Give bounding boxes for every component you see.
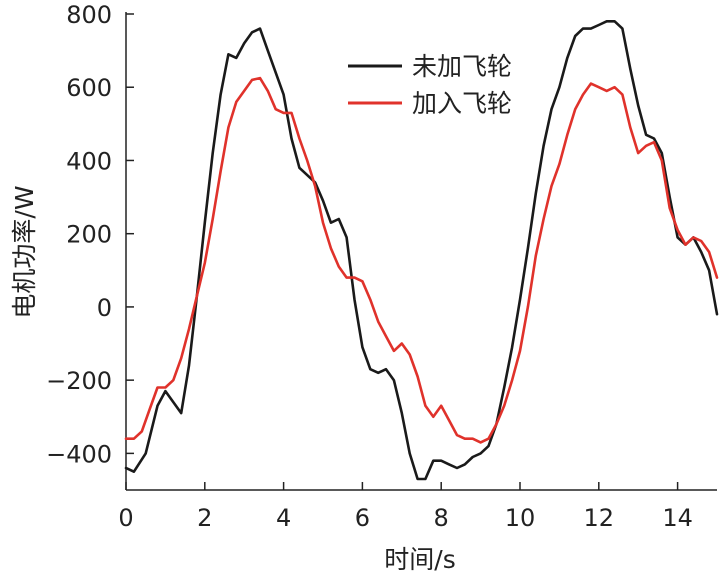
y-tick-label: 600 bbox=[66, 74, 112, 102]
y-tick-label: −400 bbox=[46, 440, 112, 468]
legend: 未加飞轮 加入飞轮 bbox=[348, 52, 512, 118]
y-axis-title: 电机功率/W bbox=[10, 185, 39, 318]
x-tick-label: 8 bbox=[434, 504, 449, 532]
series-line-with-flywheel bbox=[124, 76, 719, 444]
y-tick-label: −200 bbox=[46, 367, 112, 395]
legend-label-with-flywheel: 加入飞轮 bbox=[412, 89, 512, 118]
series-layer bbox=[124, 19, 719, 481]
y-tick-label: 800 bbox=[66, 1, 112, 29]
x-tick-label: 0 bbox=[118, 504, 133, 532]
x-tick-label: 4 bbox=[276, 504, 291, 532]
x-tick-label: 14 bbox=[662, 504, 693, 532]
legend-label-no-flywheel: 未加飞轮 bbox=[412, 52, 512, 81]
x-tick-label: 6 bbox=[355, 504, 370, 532]
y-tick-label: 400 bbox=[66, 147, 112, 175]
x-tick-label: 10 bbox=[505, 504, 536, 532]
series-line-no-flywheel bbox=[124, 19, 719, 481]
y-tick-label: 200 bbox=[66, 221, 112, 249]
x-tick-label: 2 bbox=[197, 504, 212, 532]
plot-frame bbox=[125, 12, 717, 491]
y-tick-label: 0 bbox=[97, 294, 112, 322]
x-axis-title: 时间/s bbox=[384, 545, 455, 574]
axis-ticks: −400 −200 0 200 400 600 800 0 2 4 6 8 10 12 14 bbox=[46, 1, 693, 532]
x-tick-label: 12 bbox=[584, 504, 615, 532]
